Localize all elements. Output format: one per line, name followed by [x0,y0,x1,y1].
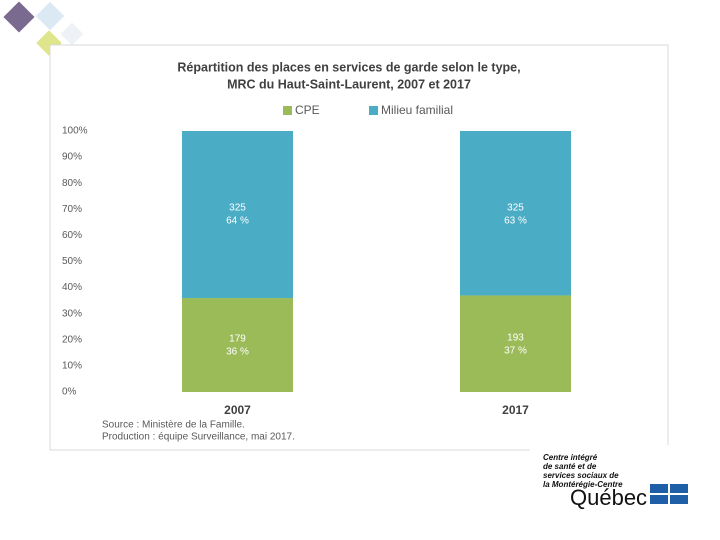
bar-segment [182,131,293,299]
y-tick-label: 100% [62,126,88,137]
chart-frame [49,44,669,451]
logo: Centre intégré de santé et de services s… [530,445,698,515]
diamond [35,1,65,31]
legend-label: Milieu familial [381,103,453,117]
logo-text: de santé et de [543,462,597,471]
count-label: 179 [229,334,246,345]
data-label: 36 % [226,347,249,358]
logo-text: Centre intégré [543,453,598,462]
diamond [60,22,84,46]
legend-swatch [369,106,378,115]
data-label: 63 % [504,216,527,227]
logo-text: la Montérégie-Centre [543,480,623,489]
logo-text: services sociaux de [543,471,619,480]
data-label: 37 % [504,345,527,356]
chart-title: MRC du Haut-Saint-Laurent, 2007 et 2017 [227,77,471,91]
y-tick-label: 20% [62,334,82,345]
y-tick-label: 30% [62,308,82,319]
y-tick-label: 70% [62,204,82,215]
x-tick-label: 2007 [224,403,251,417]
y-tick-label: 90% [62,152,82,163]
bar-segment [460,131,571,296]
y-tick-label: 60% [62,230,82,241]
diamond [3,1,35,33]
bar-segment [460,295,571,392]
count-label: 325 [229,203,246,214]
legend-swatch [283,106,292,115]
data-label: 64 % [226,216,249,227]
count-label: 325 [507,203,524,214]
bar-segment [182,298,293,392]
y-tick-label: 50% [62,256,82,267]
count-label: 193 [507,332,524,343]
chart-title: Répartition des places en services de ga… [177,60,520,74]
source-note: Source : Ministère de la Famille. [102,420,245,431]
logo-name: Québec [570,485,647,510]
source-note: Production : équipe Surveillance, mai 20… [102,432,295,443]
y-tick-label: 40% [62,282,82,293]
x-tick-label: 2017 [502,403,529,417]
y-tick-label: 80% [62,178,82,189]
y-tick-label: 10% [62,361,82,372]
legend-label: CPE [295,103,320,117]
y-tick-label: 0% [62,387,77,398]
